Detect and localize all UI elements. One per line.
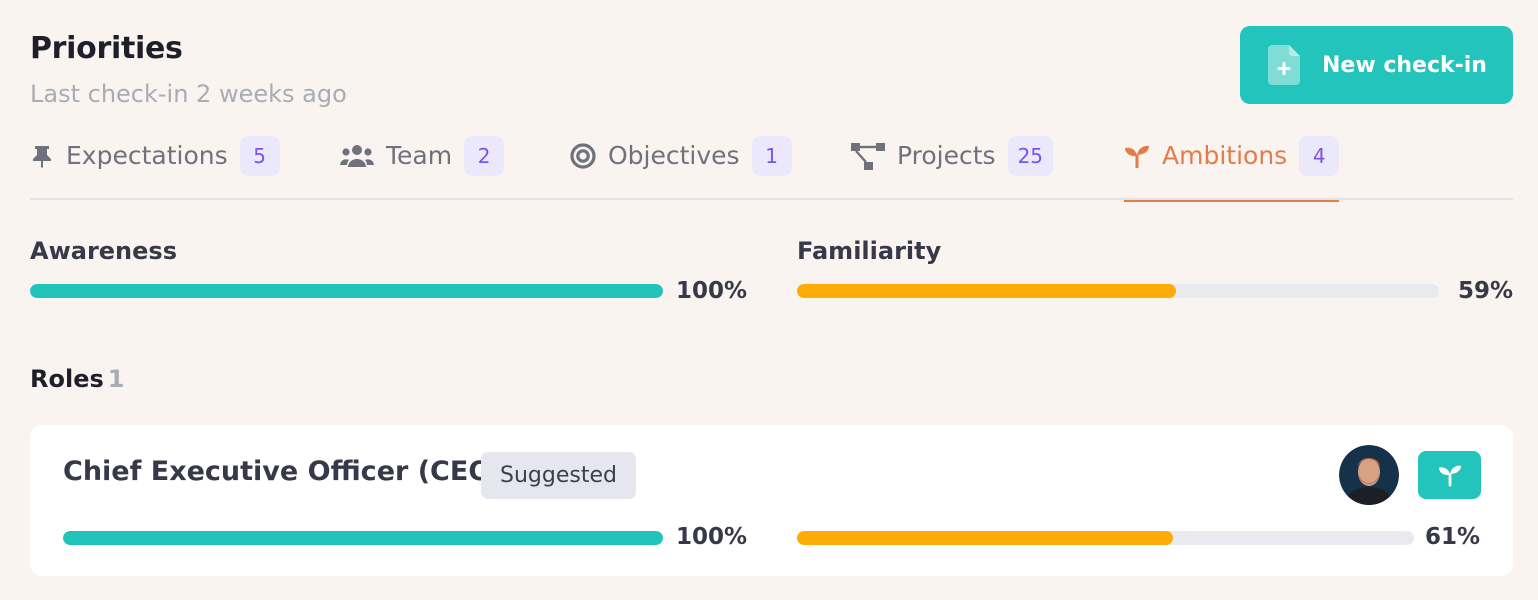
new-checkin-label: New check-in <box>1322 52 1487 78</box>
role-familiarity-progress-fill <box>797 531 1174 545</box>
users-icon <box>340 145 374 167</box>
new-checkin-button[interactable]: New check-in <box>1240 26 1513 104</box>
tab-count-badge: 25 <box>1007 136 1054 176</box>
awareness-progress-fill <box>30 284 663 298</box>
awareness-percent: 100% <box>676 278 748 304</box>
tab-label: Objectives <box>608 141 740 170</box>
role-familiarity-progress-bar <box>797 531 1414 545</box>
tab-team[interactable]: Team 2 <box>340 134 505 200</box>
sprout-icon <box>1125 145 1149 168</box>
roles-count: 1 <box>107 365 125 393</box>
role-card[interactable]: Chief Executive Officer (CEO) Suggested … <box>30 425 1513 576</box>
tab-objectives[interactable]: Objectives 1 <box>570 134 792 200</box>
tab-count-badge: 1 <box>751 136 792 176</box>
role-familiarity-percent: 61% <box>1424 524 1480 550</box>
project-tree-icon <box>851 143 885 170</box>
last-checkin-text: Last check-in 2 weeks ago <box>30 80 347 108</box>
tab-count-badge: 2 <box>464 136 505 176</box>
pin-icon <box>33 146 51 168</box>
familiarity-progress-fill <box>797 284 1176 298</box>
familiarity-label: Familiarity <box>797 237 942 265</box>
page-title: Priorities <box>30 31 183 66</box>
target-icon <box>570 143 596 169</box>
tab-label: Ambitions <box>1162 141 1288 170</box>
familiarity-progress-bar <box>797 284 1439 298</box>
tab-label: Expectations <box>66 141 228 170</box>
tab-label: Team <box>386 141 453 170</box>
sprout-icon <box>1438 465 1461 487</box>
file-plus-icon <box>1268 45 1300 85</box>
tab-expectations[interactable]: Expectations 5 <box>30 134 280 200</box>
tab-label: Projects <box>897 141 996 170</box>
role-awareness-progress-bar <box>63 531 663 545</box>
tab-ambitions[interactable]: Ambitions 4 <box>1124 134 1340 202</box>
avatar[interactable] <box>1339 445 1399 505</box>
tab-count-badge: 5 <box>239 136 280 176</box>
role-awareness-percent: 100% <box>676 524 748 550</box>
ambition-button[interactable] <box>1418 451 1481 499</box>
tab-projects[interactable]: Projects 25 <box>851 134 1054 200</box>
role-awareness-progress-fill <box>63 531 663 545</box>
familiarity-percent: 59% <box>1457 278 1513 304</box>
roles-heading-label: Roles <box>30 365 104 393</box>
suggested-badge: Suggested <box>481 452 636 499</box>
priority-tabs: Expectations 5 Team 2 Objectives 1 <box>30 134 1513 202</box>
awareness-label: Awareness <box>30 237 177 265</box>
role-title: Chief Executive Officer (CEO) <box>63 456 504 487</box>
tab-count-badge: 4 <box>1299 136 1340 176</box>
roles-heading: Roles 1 <box>30 365 124 393</box>
awareness-progress-bar <box>30 284 663 298</box>
